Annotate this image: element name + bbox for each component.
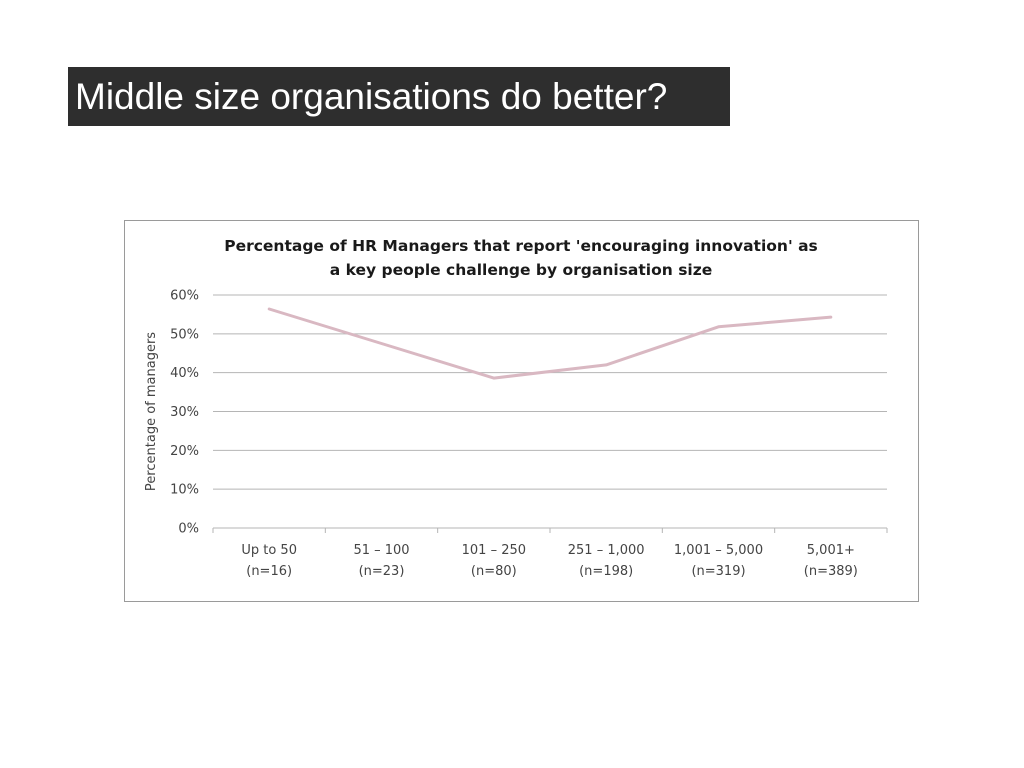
x-tick-label: 51 – 100 xyxy=(353,543,409,558)
y-tick-label: 0% xyxy=(178,522,199,537)
y-tick-label: 10% xyxy=(170,483,199,498)
x-tick-sublabel: (n=16) xyxy=(246,564,292,579)
chart-frame: Percentage of HR Managers that report 'e… xyxy=(124,220,919,602)
x-tick-sublabel: (n=389) xyxy=(804,564,858,579)
y-tick-label: 20% xyxy=(170,444,199,459)
x-tick-label: 5,001+ xyxy=(807,543,855,558)
y-axis-label: Percentage of managers xyxy=(144,332,159,491)
y-tick-label: 40% xyxy=(170,366,199,381)
x-tick-sublabel: (n=80) xyxy=(471,564,517,579)
x-tick-sublabel: (n=23) xyxy=(359,564,405,579)
x-tick-sublabel: (n=198) xyxy=(579,564,633,579)
chart-title-line: a key people challenge by organisation s… xyxy=(330,261,713,279)
slide-title: Middle size organisations do better? xyxy=(68,67,730,126)
x-tick-label: 101 – 250 xyxy=(462,543,526,558)
y-tick-label: 60% xyxy=(170,289,199,304)
line-chart: Percentage of HR Managers that report 'e… xyxy=(144,237,888,579)
x-tick-label: 1,001 – 5,000 xyxy=(674,543,763,558)
x-tick-sublabel: (n=319) xyxy=(691,564,745,579)
series-line xyxy=(267,307,833,380)
y-tick-label: 50% xyxy=(170,327,199,342)
y-tick-label: 30% xyxy=(170,405,199,420)
x-tick-label: Up to 50 xyxy=(241,543,297,558)
chart-title-line: Percentage of HR Managers that report 'e… xyxy=(224,237,818,255)
x-tick-label: 251 – 1,000 xyxy=(568,543,645,558)
